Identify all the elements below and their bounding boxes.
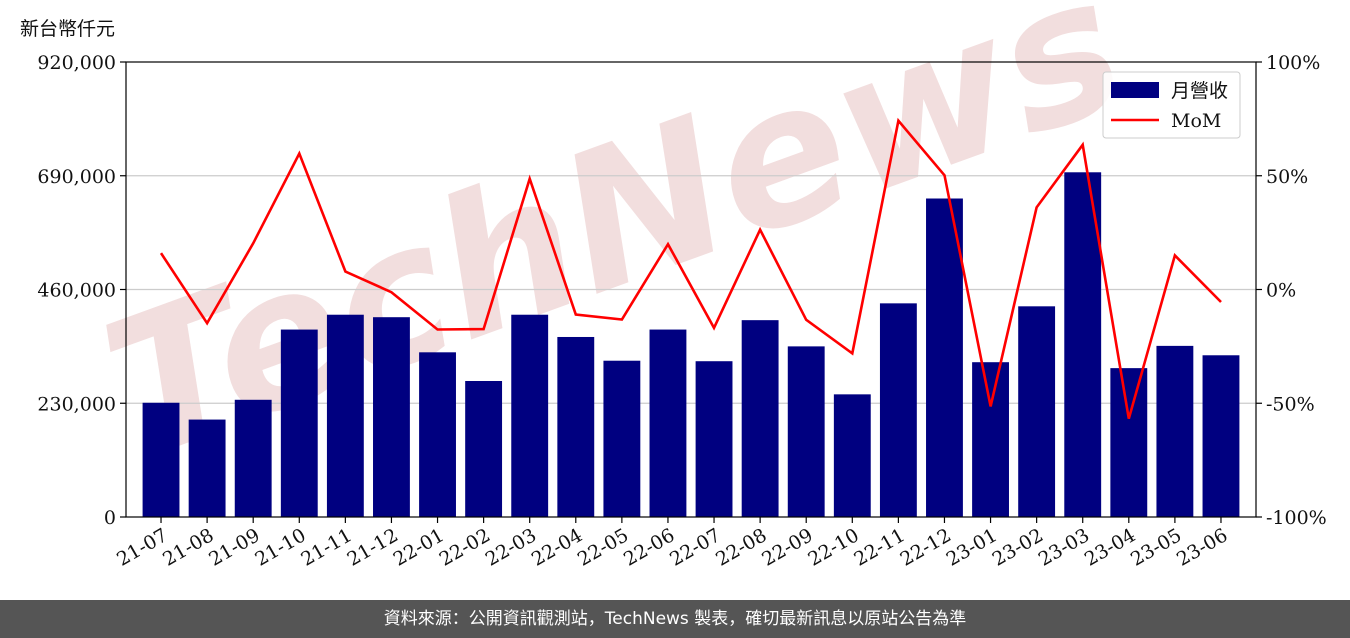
revenue-bar [465, 380, 503, 517]
legend-line-label: MoM [1171, 110, 1221, 132]
x-tick-label: 21-07 [113, 524, 171, 570]
x-tick-label: 21-11 [297, 524, 355, 570]
x-tick-label: 21-08 [159, 524, 217, 570]
revenue-bar [1202, 355, 1240, 517]
x-tick-label: 22-03 [482, 524, 540, 570]
y-right-tick-label: -50% [1266, 393, 1315, 415]
x-tick-label: 23-04 [1081, 524, 1139, 570]
revenue-bar [741, 320, 779, 517]
y-right-tick-label: 0% [1266, 280, 1296, 302]
x-tick-label: 22-09 [758, 524, 816, 570]
revenue-bar [926, 198, 963, 517]
y-left-tick-label: 0 [104, 507, 116, 529]
x-tick-label: 22-12 [897, 524, 955, 570]
revenue-bars [142, 172, 1240, 518]
revenue-bar [695, 361, 733, 517]
revenue-bar [833, 394, 871, 517]
y-left-tick-label: 920,000 [37, 52, 116, 74]
source-footer: 資料來源：公開資訊觀測站，TechNews 製表，確切最新訊息以原站公告為準 [0, 600, 1350, 638]
revenue-bar [879, 303, 917, 517]
x-tick-label: 22-04 [528, 524, 586, 570]
y-right-tick-label: 100% [1266, 52, 1320, 74]
revenue-bar [1110, 368, 1148, 517]
revenue-bar [1018, 306, 1056, 517]
x-tick-label: 22-02 [436, 524, 494, 570]
mom-line [159, 117, 1222, 420]
revenue-bar [557, 336, 595, 517]
mom-line-path [159, 117, 1222, 420]
revenue-bar [1064, 172, 1102, 518]
x-tick-label: 22-10 [804, 524, 862, 570]
revenue-bar [649, 329, 687, 517]
x-tick-label: 23-03 [1035, 524, 1093, 570]
revenue-bar [419, 352, 456, 517]
y-axis-unit-label: 新台幣仟元 [20, 18, 116, 40]
revenue-bar [603, 360, 641, 517]
revenue-bar [972, 362, 1009, 517]
legend-bar-label: 月營收 [1171, 80, 1228, 102]
revenue-bar [142, 402, 180, 517]
revenue-bar [234, 399, 272, 517]
legend: 月營收 MoM [1102, 71, 1241, 139]
revenue-bar [326, 314, 364, 517]
y-right-tick-label: 50% [1266, 166, 1308, 188]
revenue-bar [188, 419, 226, 517]
y-right-tick-label: -100% [1266, 507, 1327, 529]
x-tick-label: 22-11 [850, 524, 908, 570]
x-tick-label: 23-01 [943, 524, 1001, 570]
y-left-tick-label: 460,000 [37, 280, 116, 302]
revenue-bar [511, 314, 549, 517]
revenue-chart: TechNews 0230,000460,000690,000920,000-1… [37, 0, 1327, 571]
legend-bar-swatch [1111, 82, 1159, 98]
y-left-tick-label: 230,000 [37, 393, 116, 415]
x-tick-label: 22-07 [666, 524, 724, 570]
x-tick-label: 23-06 [1173, 524, 1231, 570]
x-tick-label: 23-05 [1127, 524, 1185, 570]
x-tick-label: 21-10 [251, 524, 309, 570]
x-tick-label: 22-01 [390, 524, 448, 570]
x-tick-label: 21-12 [344, 524, 402, 570]
revenue-bar [787, 346, 825, 517]
revenue-bar [280, 329, 318, 517]
x-tick-label: 21-09 [205, 524, 263, 570]
revenue-bar [1156, 345, 1194, 517]
x-tick-label: 23-02 [989, 524, 1047, 570]
x-tick-label: 22-05 [574, 524, 632, 570]
revenue-bar [373, 317, 410, 517]
y-left-tick-label: 690,000 [37, 166, 116, 188]
x-tick-label: 22-08 [712, 524, 770, 570]
x-tick-label: 22-06 [620, 524, 678, 570]
